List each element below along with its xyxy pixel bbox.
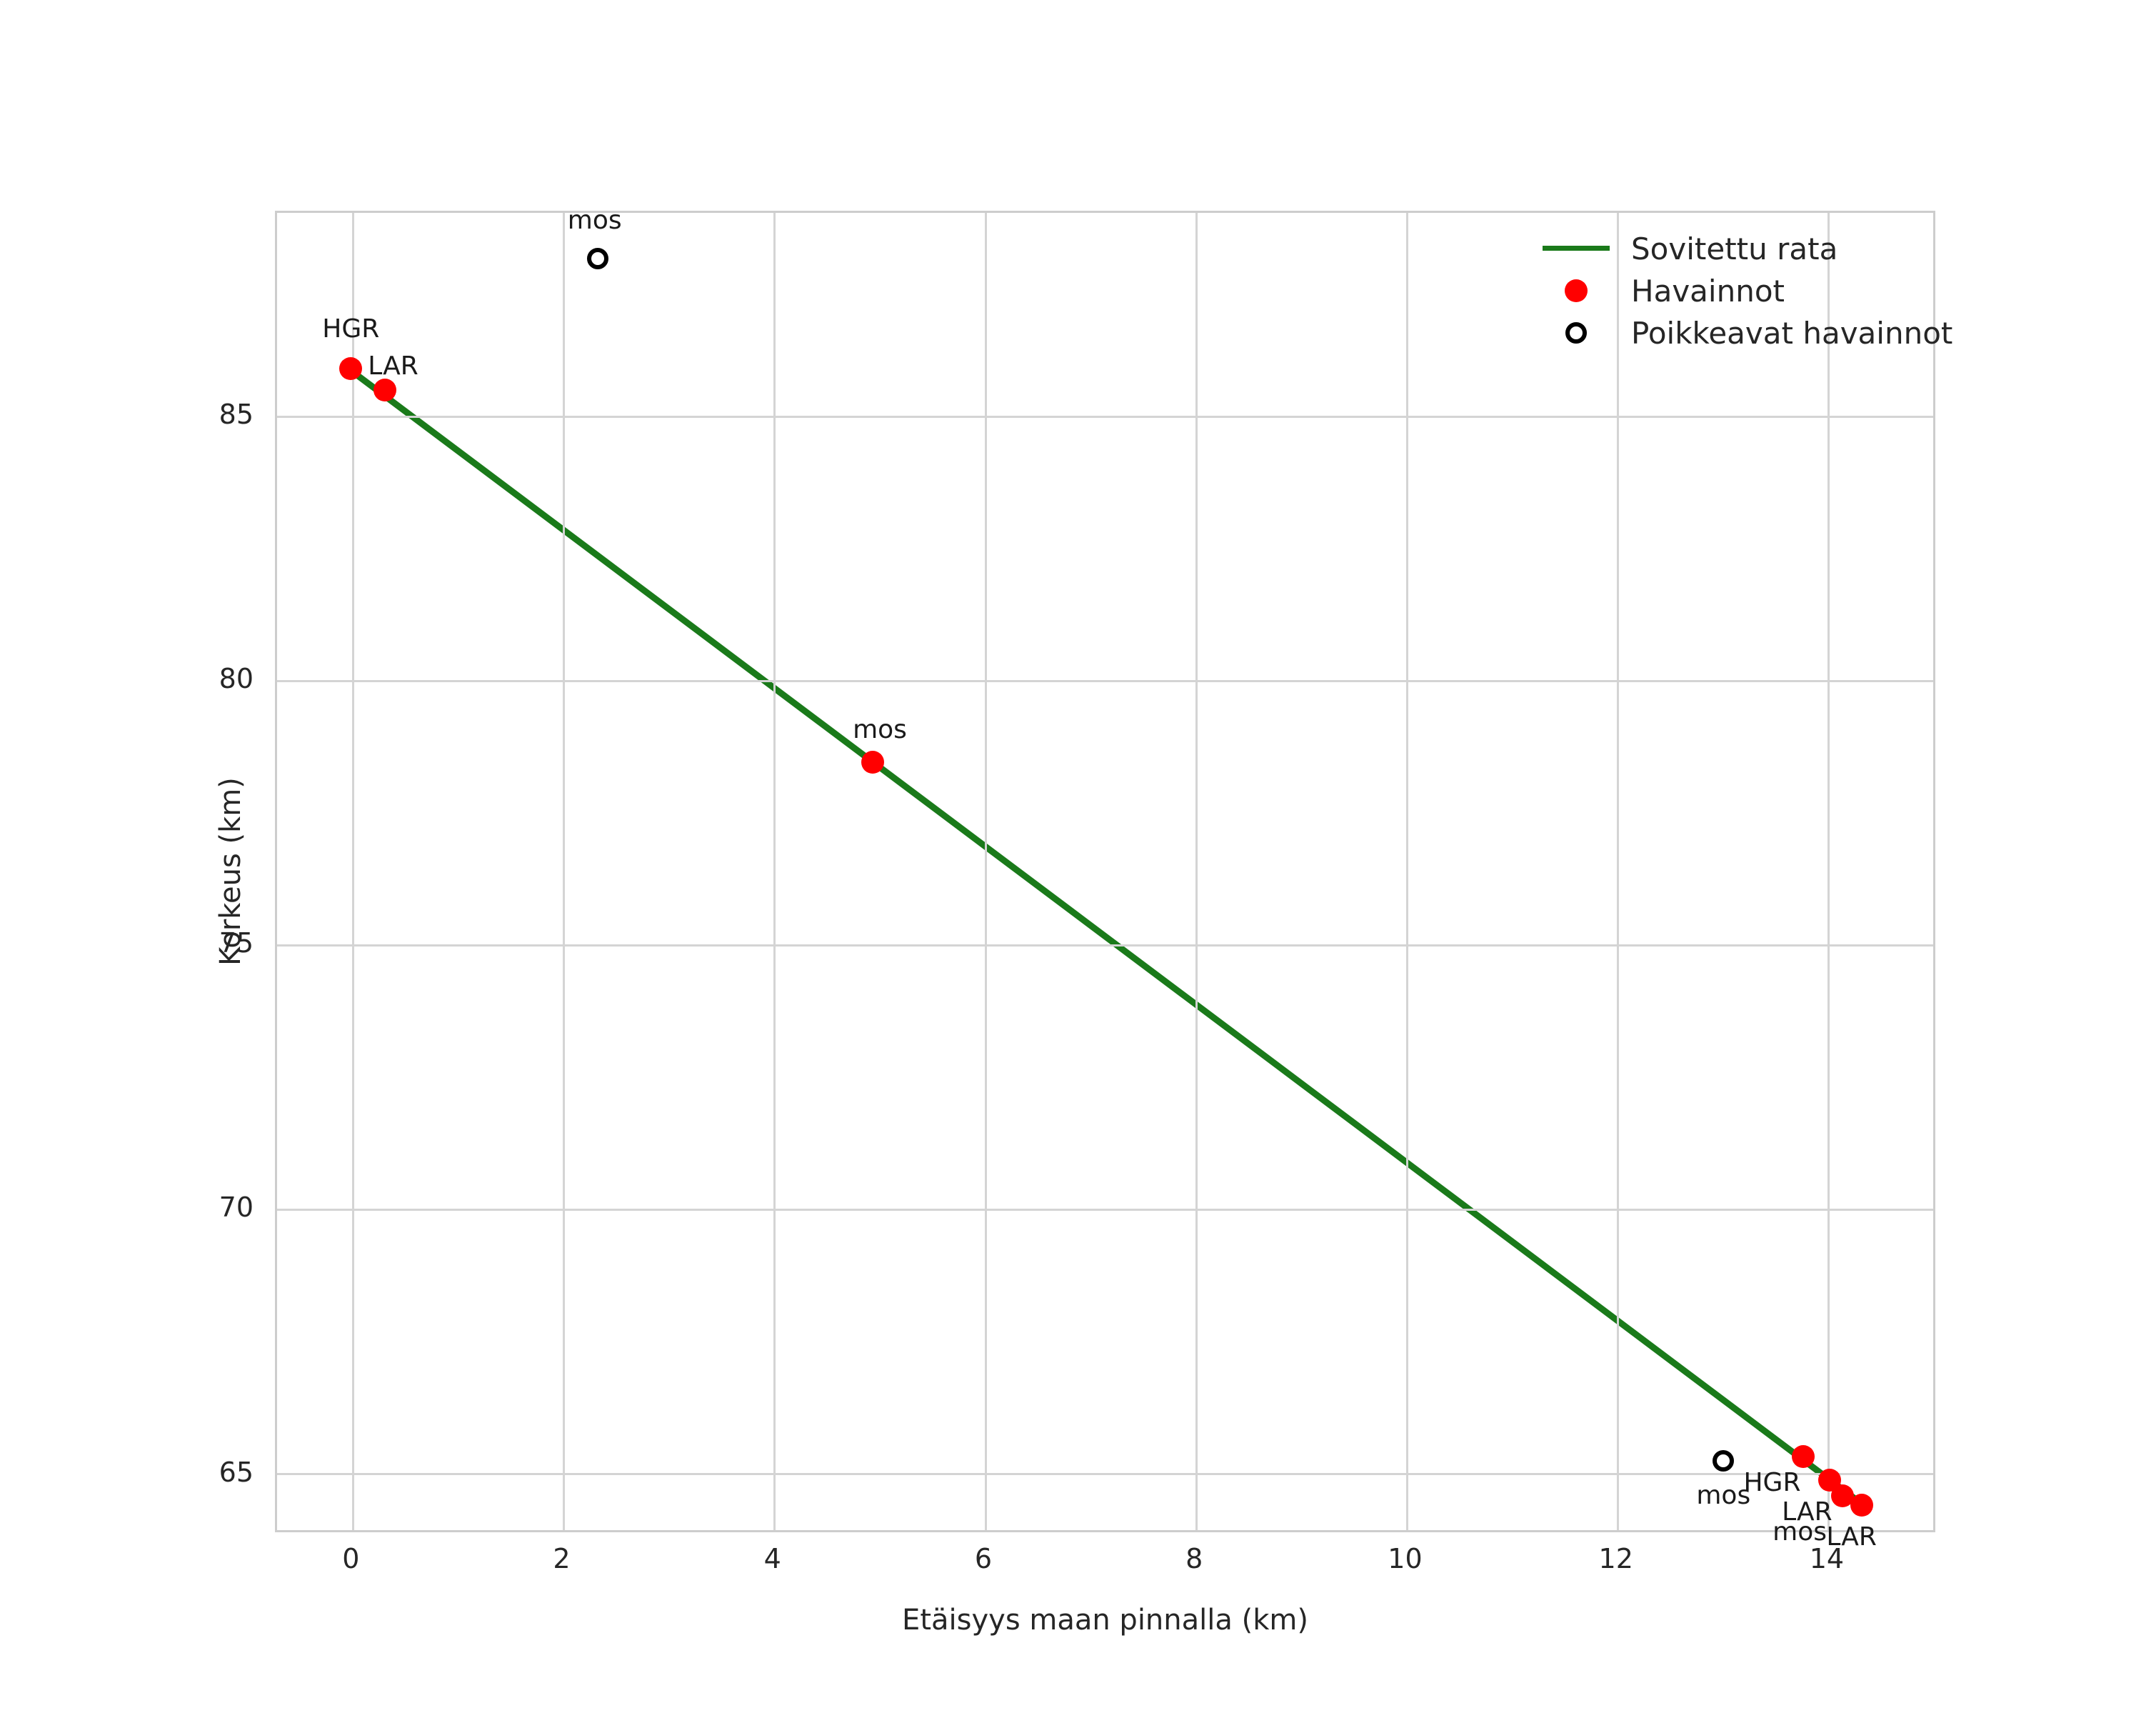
gridline-vertical [984,213,987,1530]
gridline-horizontal [277,1473,1933,1476]
gridline-horizontal [277,415,1933,418]
gridline-horizontal [277,679,1933,682]
legend-label-outliers: Poikkeavat havainnot [1631,316,1953,351]
x-tick-label: 14 [1809,1543,1845,1574]
x-axis-label: Etäisyys maan pinnalla (km) [902,1604,1308,1637]
gridline-vertical [1195,213,1198,1530]
legend-label-fitted-line: Sovitettu rata [1631,231,1838,266]
gridline-vertical [1827,213,1830,1530]
legend-line-marker [1534,227,1618,269]
gridline-vertical [1617,213,1620,1530]
gridline-horizontal [277,1208,1933,1211]
chart-legend: Sovitettu rata Havainnot Poikkeavat hava… [1534,227,1952,359]
legend-item-outliers[interactable]: Poikkeavat havainnot [1534,311,1952,353]
gridline-vertical [563,213,566,1530]
gridline-vertical [351,213,354,1530]
x-tick-label: 12 [1598,1543,1633,1574]
y-axis-label: Korkeus (km) [214,777,247,966]
x-tick-label: 2 [553,1543,571,1574]
gridline-vertical [773,213,776,1530]
plot-area [275,211,1935,1532]
x-tick-label: 4 [763,1543,781,1574]
legend-item-fitted-line[interactable]: Sovitettu rata [1534,227,1920,269]
y-tick-label: 85 [219,399,254,430]
gridline-vertical [1405,213,1408,1530]
gridline-horizontal [277,944,1933,947]
fitted-trajectory-line [351,369,1866,1508]
legend-item-observations[interactable]: Havainnot [1534,269,1920,311]
x-tick-label: 8 [1185,1543,1203,1574]
legend-open-circle-marker [1534,311,1618,353]
x-tick-label: 6 [974,1543,993,1574]
fitted-trajectory-polyline [351,369,1866,1508]
x-tick-label: 10 [1388,1543,1423,1574]
legend-filled-circle-marker [1534,269,1618,311]
y-tick-label: 80 [219,663,254,695]
x-tick-label: 0 [342,1543,360,1574]
y-tick-label: 75 [219,927,254,959]
y-tick-label: 65 [219,1456,254,1488]
y-tick-label: 70 [219,1192,254,1224]
legend-label-observations: Havainnot [1631,274,1785,309]
